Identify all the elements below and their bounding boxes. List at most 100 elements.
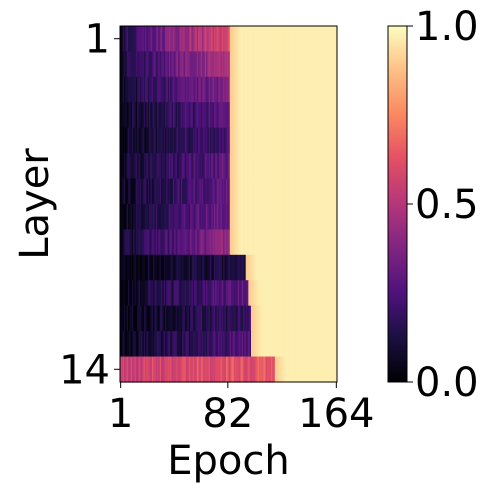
colorbar-tick-label: 0.0 — [415, 360, 479, 406]
heatmap-cell — [276, 204, 279, 231]
heatmap-cell — [202, 51, 204, 78]
heatmap-cell — [164, 51, 167, 78]
heatmap-cell — [213, 331, 216, 358]
heatmap-cell — [209, 331, 212, 358]
heatmap-cell — [202, 204, 204, 231]
heatmap-cell — [276, 127, 279, 154]
heatmap-cell — [326, 26, 329, 53]
heatmap-cell — [281, 51, 284, 78]
heatmap-cell — [174, 204, 177, 231]
heatmap-cell — [248, 127, 251, 154]
heatmap-cell — [329, 26, 331, 53]
heatmap-cell — [141, 51, 144, 78]
heatmap-cell — [153, 76, 155, 103]
heatmap-cell — [245, 356, 248, 383]
heatmap-cell — [313, 178, 316, 205]
heatmap-cell — [138, 76, 141, 103]
heatmap-cell — [288, 229, 290, 256]
heatmap-cell — [155, 254, 158, 281]
heatmap-cell — [327, 127, 330, 154]
heatmap-cell — [215, 305, 218, 332]
heatmap-cell — [170, 127, 173, 154]
heatmap-cell — [182, 102, 185, 129]
heatmap-cell — [161, 102, 163, 129]
heatmap-cell — [240, 178, 243, 205]
heatmap-cell — [131, 153, 134, 180]
heatmap-cell — [249, 254, 252, 281]
heatmap-cell — [196, 102, 199, 129]
heatmap-cell — [203, 204, 206, 231]
heatmap-cell — [281, 127, 284, 154]
heatmap-cell — [261, 254, 264, 281]
heatmap-cell — [274, 51, 277, 78]
heatmap-cell — [325, 305, 328, 332]
heatmap-cell — [280, 331, 283, 358]
heatmap-cell — [236, 280, 239, 307]
heatmap-cell — [323, 76, 326, 103]
heatmap-cell — [282, 127, 285, 154]
heatmap-cell — [175, 331, 178, 358]
heatmap-cell — [190, 229, 193, 256]
heatmap-cell — [248, 26, 251, 53]
heatmap-cell — [184, 178, 187, 205]
heatmap-cell — [319, 280, 322, 307]
heatmap-cell — [229, 26, 232, 53]
heatmap-cell — [166, 102, 169, 129]
heatmap-cell — [142, 254, 145, 281]
heatmap-cell — [306, 178, 309, 205]
heatmap-cell — [327, 254, 330, 281]
heatmap-cell — [286, 356, 289, 383]
heatmap-cell — [121, 51, 124, 78]
heatmap-cell — [122, 102, 125, 129]
heatmap-cell — [295, 153, 298, 180]
heatmap-cell — [297, 76, 300, 103]
heatmap-cell — [122, 229, 125, 256]
heatmap-cell — [155, 178, 158, 205]
heatmap-cell — [278, 153, 281, 180]
heatmap-cell — [159, 51, 162, 78]
heatmap-cell — [270, 280, 273, 307]
heatmap-cell — [322, 76, 325, 103]
heatmap-cell — [154, 229, 157, 256]
heatmap-cell — [303, 153, 306, 180]
heatmap-cell — [121, 356, 124, 383]
heatmap-cell — [294, 229, 297, 256]
heatmap-cell — [158, 229, 161, 256]
heatmap-cell — [208, 254, 211, 281]
heatmap-cell — [122, 153, 125, 180]
heatmap-cell — [231, 356, 234, 383]
heatmap-cell — [131, 51, 134, 78]
heatmap-cell — [180, 254, 183, 281]
heatmap-cell — [139, 331, 142, 358]
heatmap-cell — [319, 178, 322, 205]
heatmap-cell — [215, 76, 218, 103]
heatmap-cell — [133, 204, 136, 231]
heatmap-cell — [299, 76, 302, 103]
heatmap-cell — [277, 102, 280, 129]
heatmap-cell — [313, 356, 316, 383]
heatmap-cell — [326, 178, 329, 205]
heatmap-cell — [240, 331, 243, 358]
heatmap-cell — [211, 153, 214, 180]
heatmap-cell — [159, 254, 162, 281]
heatmap-cell — [121, 153, 124, 180]
heatmap-cell — [137, 153, 140, 180]
heatmap-cell — [314, 102, 317, 129]
heatmap-cell — [243, 153, 245, 180]
heatmap-cell — [121, 254, 124, 281]
heatmap-cell — [141, 254, 144, 281]
heatmap-cell — [174, 356, 177, 383]
heatmap-cell — [301, 127, 304, 154]
heatmap-cell — [202, 76, 204, 103]
heatmap-cell — [315, 76, 318, 103]
heatmap-cell — [301, 51, 304, 78]
heatmap-cell — [233, 356, 236, 383]
heatmap-cell — [179, 51, 182, 78]
heatmap-cell — [219, 153, 222, 180]
heatmap-cell — [184, 229, 187, 256]
heatmap-cell — [245, 305, 248, 332]
heatmap-cell — [188, 254, 191, 281]
heatmap-cell — [161, 26, 163, 53]
heatmap-cell — [179, 280, 182, 307]
heatmap-cell — [188, 127, 191, 154]
